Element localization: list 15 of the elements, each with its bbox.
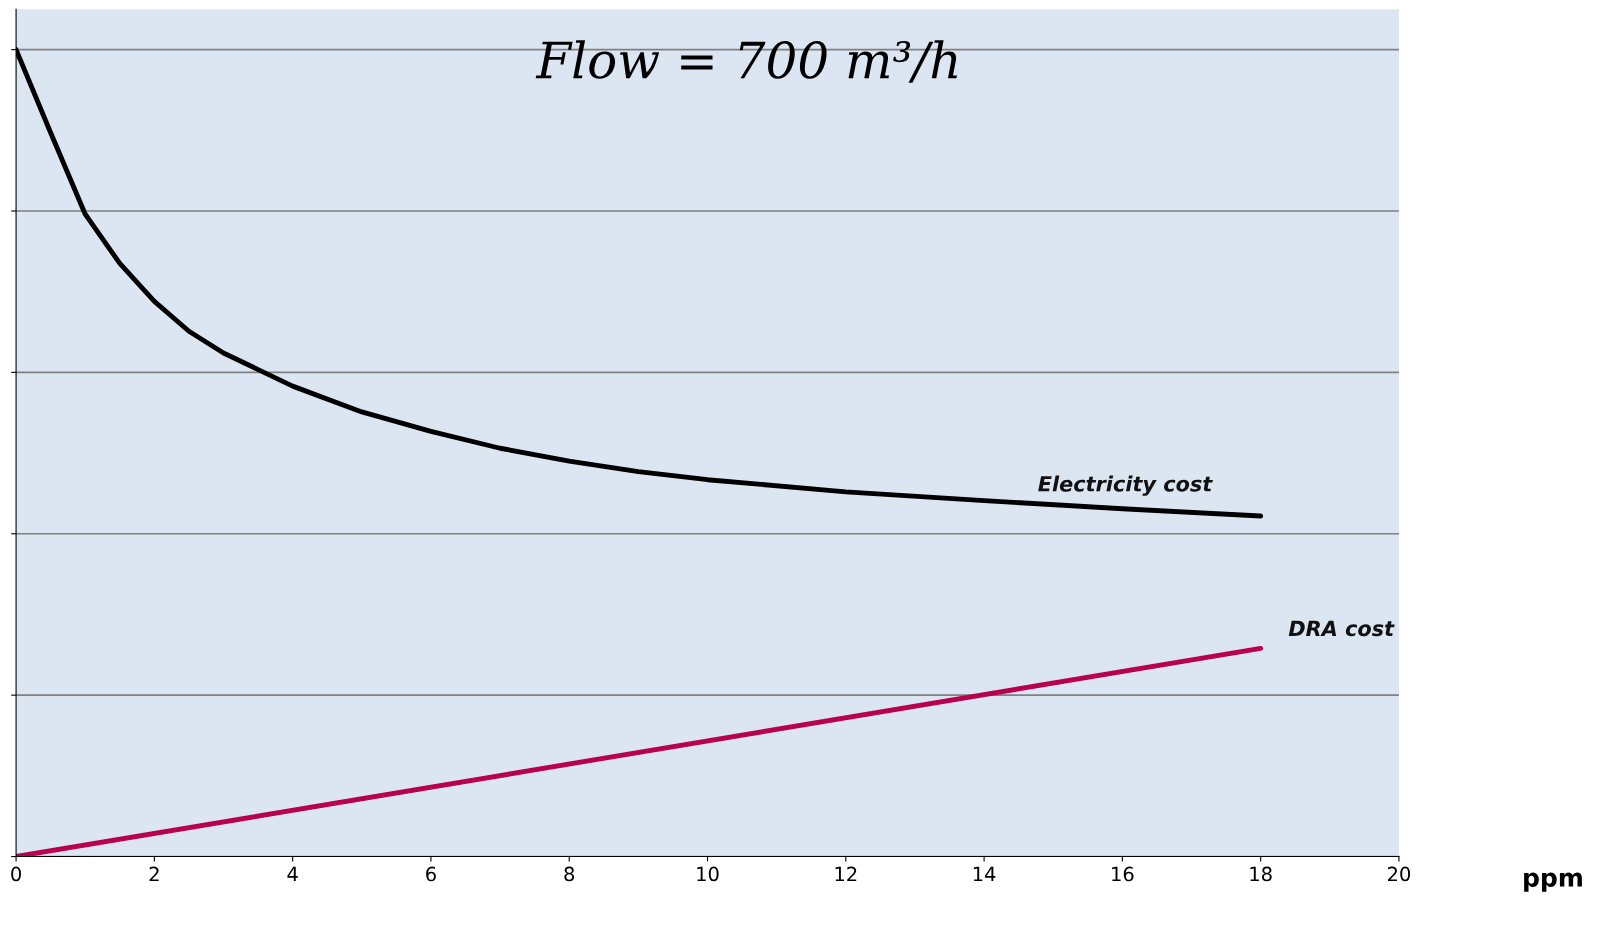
x-tick-label: 6	[426, 866, 436, 882]
x-tick-label: 18	[1250, 866, 1272, 882]
x-axis-title: ppm	[1524, 872, 1582, 892]
x-tick-label: 8	[564, 866, 575, 882]
series-label: DRA cost	[1288, 620, 1395, 637]
x-tick-label: 4	[287, 866, 298, 882]
x-tick-label: 2	[149, 866, 159, 882]
x-tick-label: 10	[697, 866, 719, 882]
x-tick-label: 12	[835, 866, 857, 882]
chart-title: Flow = 700 m³/h	[535, 40, 957, 83]
series-label: Electricity cost	[1038, 475, 1213, 496]
x-tick-label: 16	[1112, 866, 1134, 882]
x-tick-label: 14	[973, 866, 996, 882]
x-tick-label: 20	[1388, 866, 1411, 882]
x-tick-label: 0	[11, 866, 21, 882]
